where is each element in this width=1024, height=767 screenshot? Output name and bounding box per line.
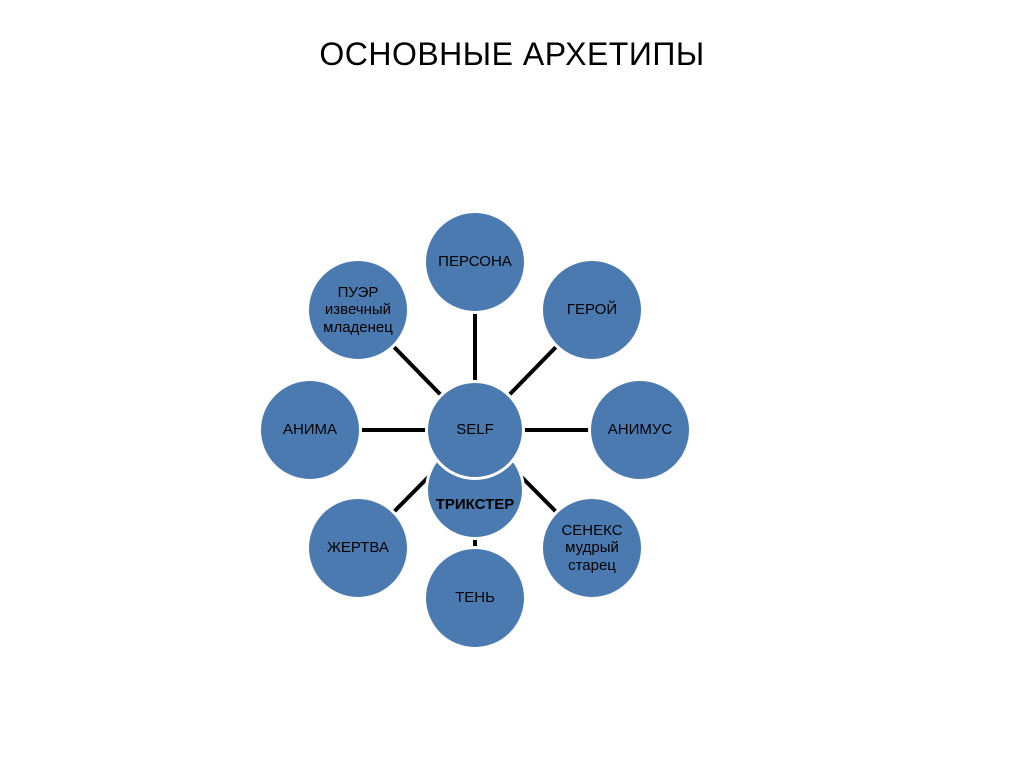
node-anima: АНИМА (258, 378, 362, 482)
node-hero: ГЕРОЙ (540, 258, 644, 362)
node-label-animus: АНИМУС (608, 421, 672, 438)
node-label-self: SELF (456, 421, 494, 438)
node-label-senex: СЕНЕКС мудрый старец (549, 522, 635, 574)
node-shadow: ТЕНЬ (423, 546, 527, 650)
node-label-trickster: ТРИКСТЕР (415, 496, 535, 513)
node-label-shadow: ТЕНЬ (455, 589, 495, 606)
node-label-hero: ГЕРОЙ (567, 301, 617, 318)
node-victim: ЖЕРТВА (306, 496, 410, 600)
node-senex: СЕНЕКС мудрый старец (540, 496, 644, 600)
node-puer: ПУЭР извечный младенец (306, 258, 410, 362)
node-animus: АНИМУС (588, 378, 692, 482)
node-label-persona: ПЕРСОНА (438, 253, 512, 270)
node-label-victim: ЖЕРТВА (327, 539, 389, 556)
node-label-anima: АНИМА (283, 421, 337, 438)
node-label-puer: ПУЭР извечный младенец (315, 284, 401, 336)
node-persona: ПЕРСОНА (423, 210, 527, 314)
archetype-diagram: ТРИКСТЕР SELF ПЕРСОНА ГЕРОЙ АНИМУС СЕНЕКС муд… (0, 0, 1024, 767)
node-self: SELF (425, 380, 525, 480)
